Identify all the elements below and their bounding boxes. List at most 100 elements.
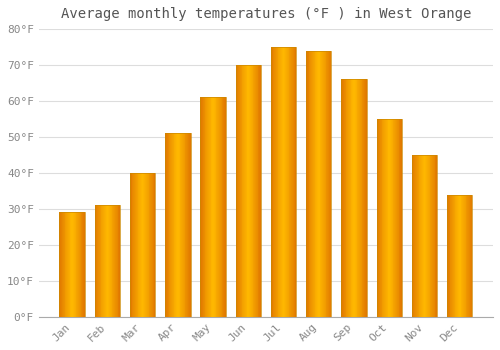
- Bar: [142, 173, 144, 317]
- Bar: [306, 51, 307, 317]
- Bar: [447, 195, 472, 317]
- Bar: [131, 173, 132, 317]
- Bar: [327, 51, 328, 317]
- Bar: [322, 51, 323, 317]
- Bar: [105, 205, 106, 317]
- Bar: [246, 65, 248, 317]
- Bar: [348, 79, 349, 317]
- Bar: [459, 195, 460, 317]
- Bar: [219, 97, 220, 317]
- Bar: [66, 212, 67, 317]
- Bar: [168, 133, 170, 317]
- Bar: [401, 119, 402, 317]
- Bar: [463, 195, 464, 317]
- Bar: [60, 212, 85, 317]
- Bar: [74, 212, 76, 317]
- Bar: [422, 155, 423, 317]
- Bar: [153, 173, 154, 317]
- Bar: [277, 47, 278, 317]
- Bar: [102, 205, 103, 317]
- Bar: [468, 195, 469, 317]
- Bar: [243, 65, 244, 317]
- Bar: [312, 51, 313, 317]
- Bar: [453, 195, 454, 317]
- Bar: [342, 79, 366, 317]
- Bar: [67, 212, 68, 317]
- Bar: [326, 51, 327, 317]
- Bar: [354, 79, 355, 317]
- Bar: [173, 133, 174, 317]
- Bar: [140, 173, 141, 317]
- Bar: [148, 173, 150, 317]
- Bar: [433, 155, 434, 317]
- Bar: [130, 173, 156, 317]
- Bar: [285, 47, 286, 317]
- Bar: [184, 133, 186, 317]
- Bar: [424, 155, 426, 317]
- Bar: [118, 205, 119, 317]
- Bar: [308, 51, 310, 317]
- Bar: [280, 47, 281, 317]
- Bar: [450, 195, 452, 317]
- Bar: [130, 173, 131, 317]
- Bar: [186, 133, 187, 317]
- Bar: [77, 212, 78, 317]
- Bar: [320, 51, 322, 317]
- Bar: [470, 195, 472, 317]
- Bar: [436, 155, 437, 317]
- Bar: [457, 195, 458, 317]
- Bar: [245, 65, 246, 317]
- Bar: [434, 155, 436, 317]
- Bar: [428, 155, 430, 317]
- Bar: [99, 205, 100, 317]
- Bar: [213, 97, 214, 317]
- Bar: [276, 47, 277, 317]
- Bar: [188, 133, 189, 317]
- Bar: [60, 212, 61, 317]
- Title: Average monthly temperatures (°F ) in West Orange: Average monthly temperatures (°F ) in We…: [60, 7, 471, 21]
- Bar: [416, 155, 417, 317]
- Bar: [236, 65, 238, 317]
- Bar: [111, 205, 112, 317]
- Bar: [271, 47, 296, 317]
- Bar: [414, 155, 415, 317]
- Bar: [382, 119, 384, 317]
- Bar: [343, 79, 344, 317]
- Bar: [64, 212, 66, 317]
- Bar: [310, 51, 311, 317]
- Bar: [218, 97, 219, 317]
- Bar: [396, 119, 397, 317]
- Bar: [144, 173, 145, 317]
- Bar: [292, 47, 293, 317]
- Bar: [314, 51, 316, 317]
- Bar: [260, 65, 261, 317]
- Bar: [100, 205, 102, 317]
- Bar: [384, 119, 385, 317]
- Bar: [350, 79, 352, 317]
- Bar: [360, 79, 361, 317]
- Bar: [183, 133, 184, 317]
- Bar: [319, 51, 320, 317]
- Bar: [154, 173, 156, 317]
- Bar: [69, 212, 70, 317]
- Bar: [152, 173, 153, 317]
- Bar: [244, 65, 245, 317]
- Bar: [94, 205, 120, 317]
- Bar: [281, 47, 282, 317]
- Bar: [224, 97, 225, 317]
- Bar: [412, 155, 414, 317]
- Bar: [215, 97, 216, 317]
- Bar: [390, 119, 391, 317]
- Bar: [385, 119, 386, 317]
- Bar: [212, 97, 213, 317]
- Bar: [349, 79, 350, 317]
- Bar: [278, 47, 280, 317]
- Bar: [200, 97, 201, 317]
- Bar: [166, 133, 167, 317]
- Bar: [239, 65, 240, 317]
- Bar: [386, 119, 388, 317]
- Bar: [145, 173, 146, 317]
- Bar: [63, 212, 64, 317]
- Bar: [78, 212, 79, 317]
- Bar: [220, 97, 222, 317]
